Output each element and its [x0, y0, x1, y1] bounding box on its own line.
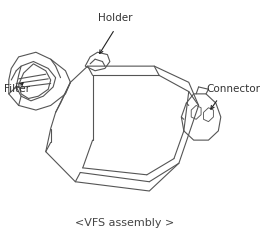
Text: <VFS assembly >: <VFS assembly > — [75, 218, 174, 228]
Text: Filter: Filter — [4, 84, 30, 94]
Text: Holder: Holder — [98, 13, 132, 22]
Text: Connector: Connector — [206, 84, 260, 94]
